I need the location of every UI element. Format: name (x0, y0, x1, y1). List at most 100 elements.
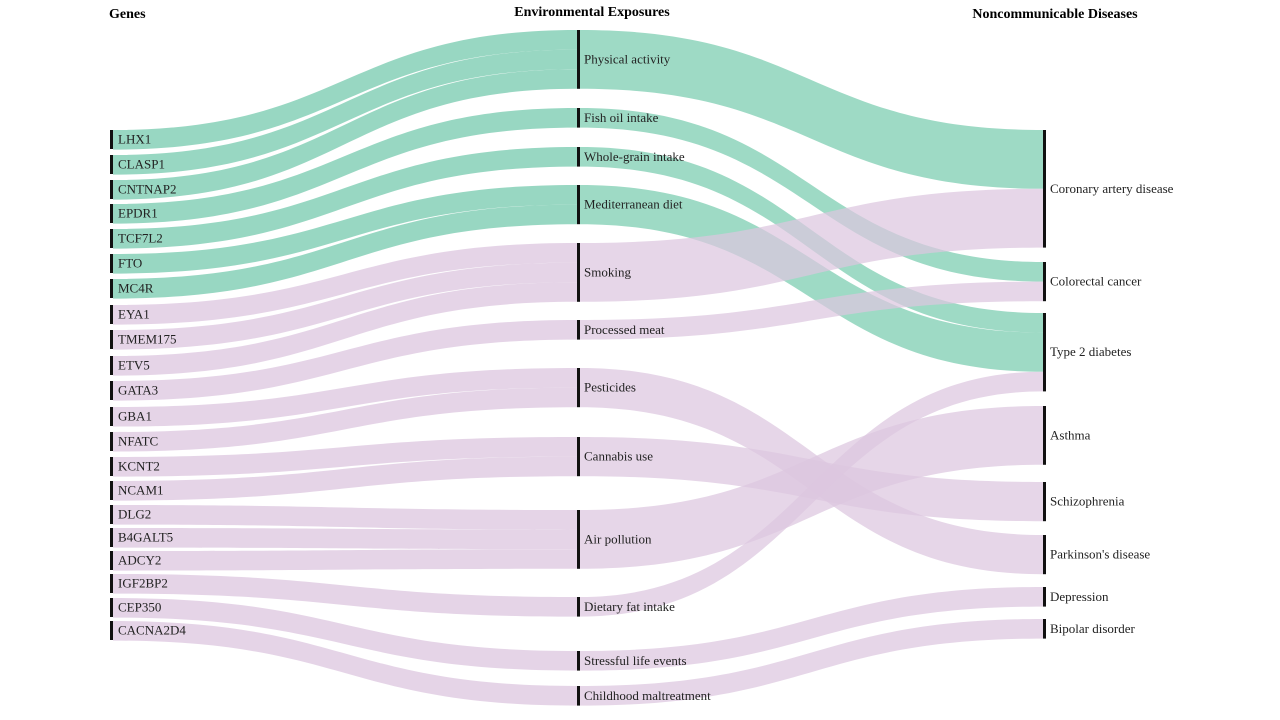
link (113, 598, 577, 671)
link (113, 621, 577, 706)
disease-label: Parkinson's disease (1050, 547, 1150, 562)
gene-label: GBA1 (118, 408, 152, 423)
link (113, 574, 577, 617)
node-bar (110, 180, 113, 199)
exposure-label: Pesticides (584, 380, 636, 395)
link (580, 108, 1043, 282)
disease-label: Asthma (1050, 427, 1091, 442)
exposure-label: Dietary fat intake (584, 599, 675, 614)
link (113, 528, 577, 550)
link (113, 282, 577, 376)
gene-label: IGF2BP2 (118, 575, 168, 590)
link (113, 108, 577, 224)
gene-label: EPDR1 (118, 205, 158, 220)
node-bar (110, 155, 113, 174)
gene-label: TCF7L2 (118, 230, 163, 245)
link (113, 262, 577, 350)
link (113, 69, 577, 200)
exposure-label: Fish oil intake (584, 110, 659, 125)
exposure-label: Smoking (584, 264, 631, 279)
exposure-label: Cannabis use (584, 449, 653, 464)
node-bar (577, 30, 580, 89)
link (113, 437, 577, 477)
node-bar (1043, 406, 1046, 465)
link (113, 147, 577, 249)
link (580, 281, 1043, 340)
node-bar (1043, 535, 1046, 575)
node-bar (110, 229, 113, 248)
links (113, 30, 1043, 706)
exposure-label: Mediterranean diet (584, 197, 683, 212)
disease-label: Coronary artery disease (1050, 181, 1174, 196)
gene-label: TMEM175 (118, 331, 177, 346)
node-bar (110, 279, 113, 298)
exposure-label: Physical activity (584, 51, 671, 66)
node-bar (577, 320, 580, 340)
link (580, 30, 1043, 189)
node-bar (577, 185, 580, 225)
node-bar (1043, 313, 1046, 392)
node-bar (110, 407, 113, 426)
disease-label: Type 2 diabetes (1050, 344, 1131, 359)
node-bar (577, 597, 580, 617)
gene-label: CEP350 (118, 599, 161, 614)
link (113, 505, 577, 530)
node-bar (577, 686, 580, 706)
exposure-label: Stressful life events (584, 653, 687, 668)
disease-label: Depression (1050, 589, 1109, 604)
disease-label: Schizophrenia (1050, 494, 1125, 509)
node-bar (577, 651, 580, 671)
column-header: Environmental Exposures (514, 5, 670, 20)
gene-label: CACNA2D4 (118, 622, 186, 637)
gene-label: EYA1 (118, 306, 150, 321)
gene-label: ETV5 (118, 357, 150, 372)
link (113, 243, 577, 325)
link (113, 204, 577, 299)
node-bar (110, 551, 113, 570)
link (113, 368, 577, 427)
exposure-label: Childhood maltreatment (584, 688, 711, 703)
node-bar (577, 368, 580, 408)
nodes: LHX1 CLASP1 CNTNAP2 EPDR1 TCF7L2 FTO MC4R EYA1 T… (110, 30, 1174, 706)
node-bar (110, 130, 113, 149)
gene-label: ADCY2 (118, 552, 161, 567)
node-bar (110, 481, 113, 500)
exposure-label: Processed meat (584, 322, 665, 337)
link (580, 619, 1043, 706)
node-bar (110, 330, 113, 349)
node-bar (110, 254, 113, 273)
disease-label: Bipolar disorder (1050, 621, 1136, 636)
link (580, 188, 1043, 302)
node-bar (1043, 262, 1046, 302)
column-header: Noncommunicable Diseases (972, 7, 1138, 22)
gene-label: NCAM1 (118, 482, 164, 497)
gene-label: LHX1 (118, 131, 151, 146)
link (113, 549, 577, 571)
exposure-label: Whole-grain intake (584, 149, 685, 164)
link (580, 371, 1043, 617)
column-header: Genes (109, 7, 146, 22)
node-bar (110, 305, 113, 324)
node-bar (1043, 587, 1046, 607)
gene-label: KCNT2 (118, 458, 160, 473)
node-bar (577, 437, 580, 477)
node-bar (110, 381, 113, 400)
node-bar (577, 108, 580, 128)
node-bar (110, 457, 113, 476)
link (580, 587, 1043, 671)
link (113, 456, 577, 501)
node-bar (110, 598, 113, 617)
disease-label: Colorectal cancer (1050, 274, 1142, 289)
node-bar (110, 204, 113, 223)
gene-label: GATA3 (118, 382, 158, 397)
link (580, 185, 1043, 372)
gene-label: CNTNAP2 (118, 181, 177, 196)
link (113, 49, 577, 175)
gene-label: MC4R (118, 280, 154, 295)
gene-label: CLASP1 (118, 156, 165, 171)
node-bar (577, 510, 580, 569)
node-bar (110, 356, 113, 375)
gene-label: NFATC (118, 433, 158, 448)
node-bar (1043, 130, 1046, 248)
